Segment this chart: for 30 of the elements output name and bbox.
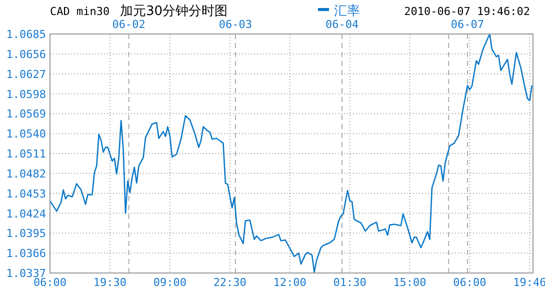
- x-tick-label: 06:00: [453, 276, 486, 289]
- line-series: [49, 33, 533, 273]
- x-tick-label: 06:00: [33, 276, 67, 289]
- y-tick-label: 1.0366: [6, 247, 46, 260]
- text: 2010-06-07 19:46:02: [404, 5, 530, 18]
- y-tick-label: 1.0395: [6, 227, 46, 240]
- y-tick-label: 1.0540: [6, 128, 46, 141]
- text: 06-02: [112, 18, 146, 31]
- text: 06-03: [218, 18, 252, 31]
- y-tick-label: 1.0453: [6, 187, 46, 200]
- x-tick-label: 19:30: [93, 276, 127, 289]
- y-tick-label: 1.0511: [6, 148, 46, 160]
- chart-title: 加元30分钟分时图: [120, 4, 228, 19]
- legend: 汇率: [318, 4, 360, 19]
- text: 06-07: [450, 18, 484, 31]
- y-tick-label: 1.0598: [6, 88, 46, 101]
- x-tick-label: 15:00: [393, 276, 426, 289]
- y-tick-label: 1.0685: [6, 28, 46, 41]
- x-tick-label: 22:30: [213, 276, 246, 289]
- y-tick-label: 1.0656: [6, 48, 46, 61]
- y-tick-label: 1.0627: [6, 68, 46, 81]
- chart-subtitle: CAD min30: [50, 5, 110, 18]
- x-tick-label: 09:00: [153, 276, 186, 289]
- legend-label: 汇率: [334, 3, 360, 19]
- x-tick-label: 01:30: [333, 276, 366, 289]
- text: 06-04: [325, 18, 359, 31]
- y-tick-label: 1.0482: [6, 167, 46, 180]
- x-tick-label: 12:00: [273, 276, 306, 289]
- y-tick-label: 1.0569: [6, 108, 46, 121]
- y-tick-label: 1.0424: [6, 207, 46, 220]
